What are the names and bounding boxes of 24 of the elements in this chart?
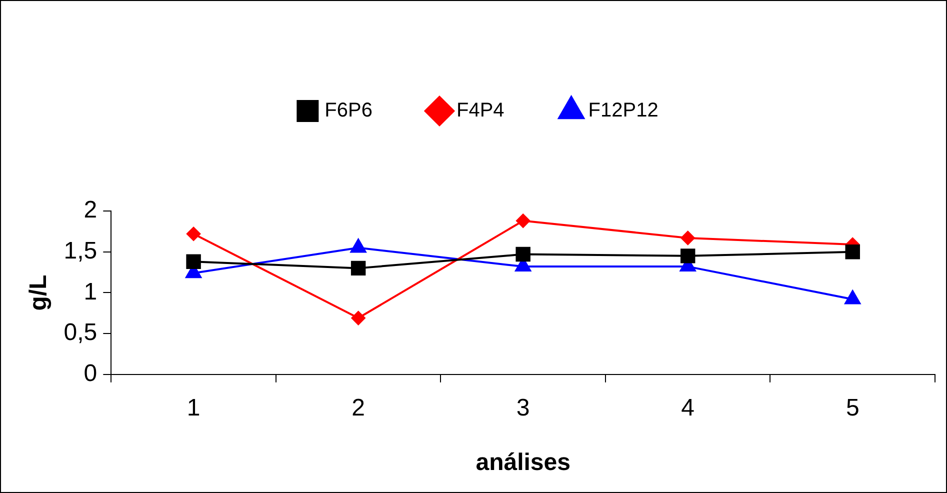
y-tick-label: 1 bbox=[84, 278, 98, 306]
x-tick-label: 3 bbox=[516, 394, 530, 422]
y-tick-label: 0 bbox=[84, 360, 98, 388]
x-tick-label: 4 bbox=[681, 394, 695, 422]
x-tick-label: 1 bbox=[186, 394, 200, 422]
y-tick-label: 2 bbox=[84, 196, 98, 224]
point bbox=[680, 230, 695, 245]
point bbox=[186, 226, 201, 241]
y-tick-label: 1,5 bbox=[64, 237, 98, 264]
point bbox=[845, 244, 860, 260]
y-tick-label: 0,5 bbox=[64, 319, 98, 346]
legend-label: F4P4 bbox=[456, 100, 504, 122]
x-axis-title: análises bbox=[476, 449, 570, 476]
legend-label: F12P12 bbox=[588, 100, 658, 122]
point bbox=[680, 248, 696, 264]
point bbox=[516, 246, 530, 262]
point bbox=[516, 214, 530, 228]
legend-label: F6P6 bbox=[324, 100, 372, 122]
x-tick-label: 5 bbox=[846, 394, 860, 422]
x-tick-label: 2 bbox=[352, 394, 365, 422]
point bbox=[351, 311, 366, 326]
point bbox=[350, 260, 366, 276]
y-axis-title: g/L bbox=[25, 274, 52, 311]
point bbox=[186, 254, 201, 270]
